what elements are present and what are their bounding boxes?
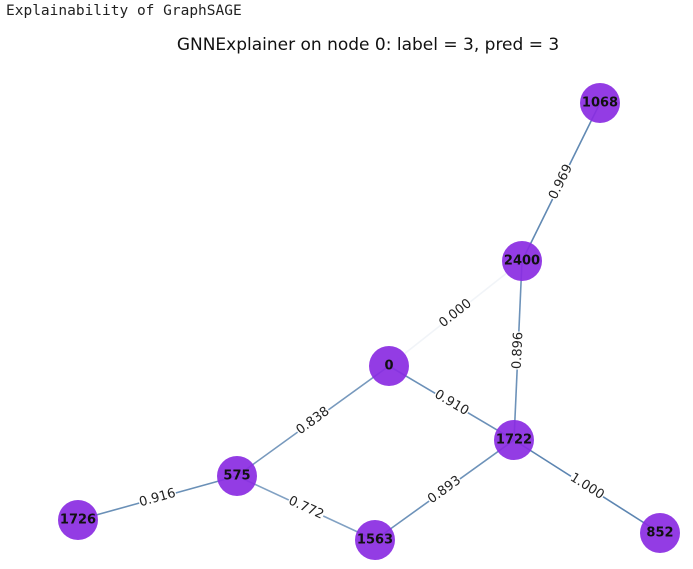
- edge-weight-label: 0.896: [510, 332, 527, 370]
- edge-label-background: [285, 491, 328, 524]
- node-label: 1068: [582, 96, 618, 111]
- edge-label-background: [566, 468, 608, 504]
- node-2400: [502, 241, 542, 281]
- edge-weight-label: 0.969: [546, 162, 576, 202]
- edge-weight-label: 0.910: [432, 387, 472, 419]
- edge-label-background: [136, 484, 178, 511]
- node-852: [640, 513, 680, 553]
- edge-label-background: [292, 402, 334, 439]
- nodes: 1068 2400 0 1722 575 1726 1563 852: [58, 83, 680, 560]
- node-label: 0: [384, 359, 393, 374]
- node-1722: [494, 420, 534, 460]
- node-1068: [580, 83, 620, 123]
- edge-weight-label: 1.000: [567, 470, 606, 503]
- node-label: 1563: [357, 533, 393, 548]
- node-0: [369, 346, 409, 386]
- node-1726: [58, 500, 98, 540]
- output-header: Explainability of GraphSAGE: [6, 3, 242, 19]
- edge-label-background: [435, 294, 476, 332]
- node-label: 575: [223, 469, 250, 484]
- node-1563: [355, 520, 395, 560]
- edge-label-background: [508, 331, 527, 370]
- node-575: [217, 456, 257, 496]
- edge-label-background: [544, 160, 577, 203]
- node-label: 1726: [60, 513, 96, 528]
- plot-title: GNNExplainer on node 0: label = 3, pred …: [177, 35, 559, 55]
- edge-label-background: [431, 385, 473, 420]
- node-label: 1722: [496, 433, 532, 448]
- edge-weight-label: 0.772: [286, 493, 326, 522]
- node-label: 2400: [504, 254, 540, 269]
- edge-label-background: [423, 471, 465, 508]
- edge-weight-label: 0.000: [436, 296, 475, 331]
- node-label: 852: [646, 526, 673, 541]
- edge-weight-label: 0.916: [138, 486, 178, 510]
